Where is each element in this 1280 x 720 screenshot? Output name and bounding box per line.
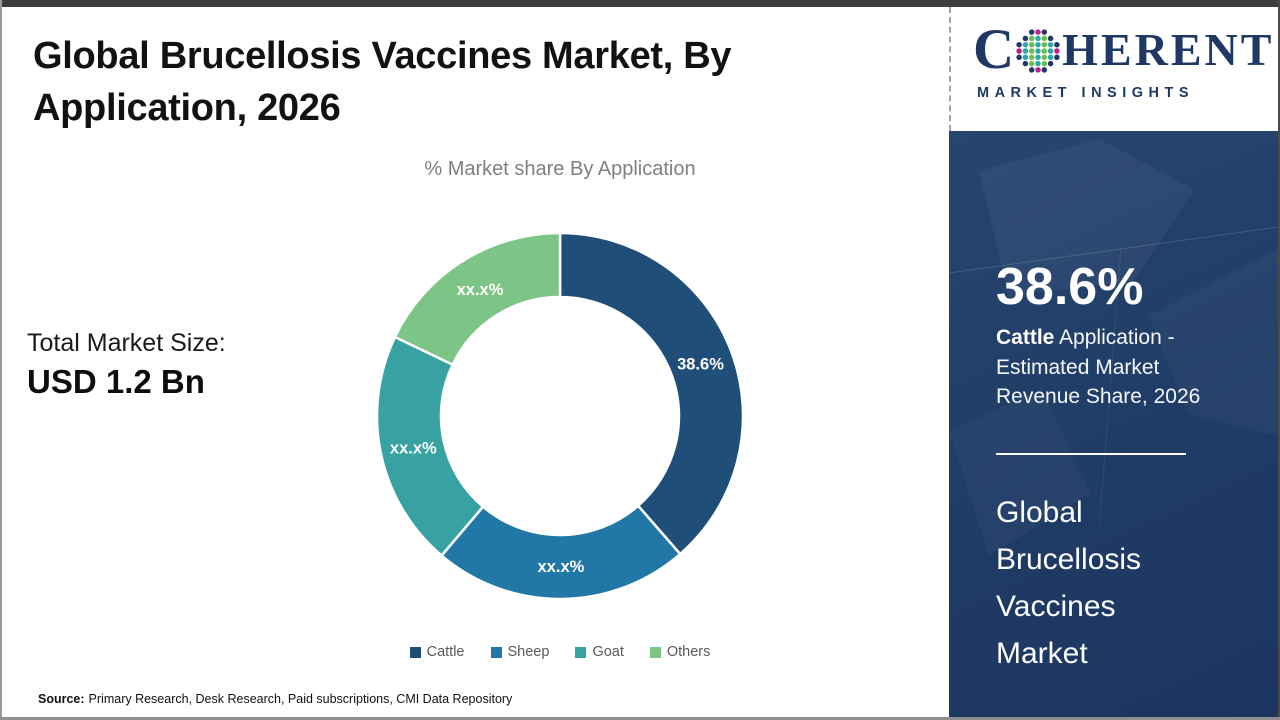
brand-letter-c: C	[973, 18, 1015, 81]
total-market-size-block: Total Market Size: USD 1.2 Bn	[27, 327, 226, 402]
brand-logo: C HERENT MARKET INSIGHTS	[949, 7, 1278, 131]
divider-line	[996, 453, 1186, 455]
frame-border-right	[1278, 0, 1280, 720]
frame-border-left	[0, 0, 2, 720]
globe-dots-icon	[1016, 29, 1060, 73]
frame-border-top	[0, 0, 1280, 7]
chart-legend: Cattle Sheep Goat Others	[260, 644, 860, 660]
slice-label-sheep: xx.x%	[538, 558, 585, 576]
legend-label: Goat	[592, 644, 624, 660]
page-title: Global Brucellosis Vaccines Market, By A…	[33, 35, 732, 129]
world-map-texture	[949, 139, 1278, 532]
main-content-area: Global Brucellosis Vaccines Market, By A…	[27, 35, 860, 706]
source-prefix: Source:	[38, 692, 85, 706]
legend-swatch-icon	[649, 646, 661, 658]
chart-subtitle: % Market share By Application	[424, 158, 696, 180]
donut-slice-cattle	[558, 231, 745, 556]
stat-desc-rest: Application - Estimated Market Revenue S…	[996, 326, 1201, 408]
slice-label-others: xx.x%	[457, 281, 504, 299]
brand-letters-rest: HERENT	[1062, 24, 1275, 75]
market-size-label: Total Market Size:	[27, 329, 226, 357]
frame-border-bottom	[0, 717, 1280, 720]
market-size-value: USD 1.2 Bn	[27, 363, 205, 400]
legend-label: Others	[666, 644, 711, 660]
highlight-stat-description: Cattle Application - Estimated Market Re…	[996, 323, 1216, 412]
legend-swatch-icon	[490, 646, 502, 658]
sidebar-market-title: Global Brucellosis Vaccines Market	[996, 496, 1142, 670]
legend-item-cattle: Cattle	[409, 644, 465, 660]
source-note: Source: Primary Research, Desk Research, …	[38, 692, 512, 706]
sidebar-panel: 38.6% Cattle Application - Estimated Mar…	[949, 131, 1278, 717]
legend-item-others: Others	[649, 644, 711, 660]
dashed-divider	[949, 7, 951, 131]
legend-swatch-icon	[409, 646, 421, 658]
legend-label: Cattle	[426, 644, 465, 660]
stat-desc-bold: Cattle	[996, 326, 1055, 349]
source-text: Primary Research, Desk Research, Paid su…	[88, 692, 513, 706]
legend-swatch-icon	[575, 646, 587, 658]
donut-slice-sheep	[440, 504, 682, 601]
slice-label-cattle: 38.6%	[677, 355, 724, 373]
slice-label-goat: xx.x%	[390, 439, 437, 457]
legend-item-goat: Goat	[575, 644, 624, 660]
legend-label: Sheep	[507, 644, 550, 660]
highlight-stat-value: 38.6%	[996, 258, 1144, 316]
brand-tagline: MARKET INSIGHTS	[977, 85, 1195, 101]
legend-item-sheep: Sheep	[490, 644, 550, 660]
donut-chart: 38.6% xx.x% xx.x% xx.x%	[375, 231, 745, 601]
donut-slice-others	[393, 231, 562, 366]
sidebar: C HERENT MARKET INSIGHTS 38.6% Cattle Ap…	[949, 7, 1278, 717]
brand-wordmark: C HERENT	[973, 18, 1275, 81]
